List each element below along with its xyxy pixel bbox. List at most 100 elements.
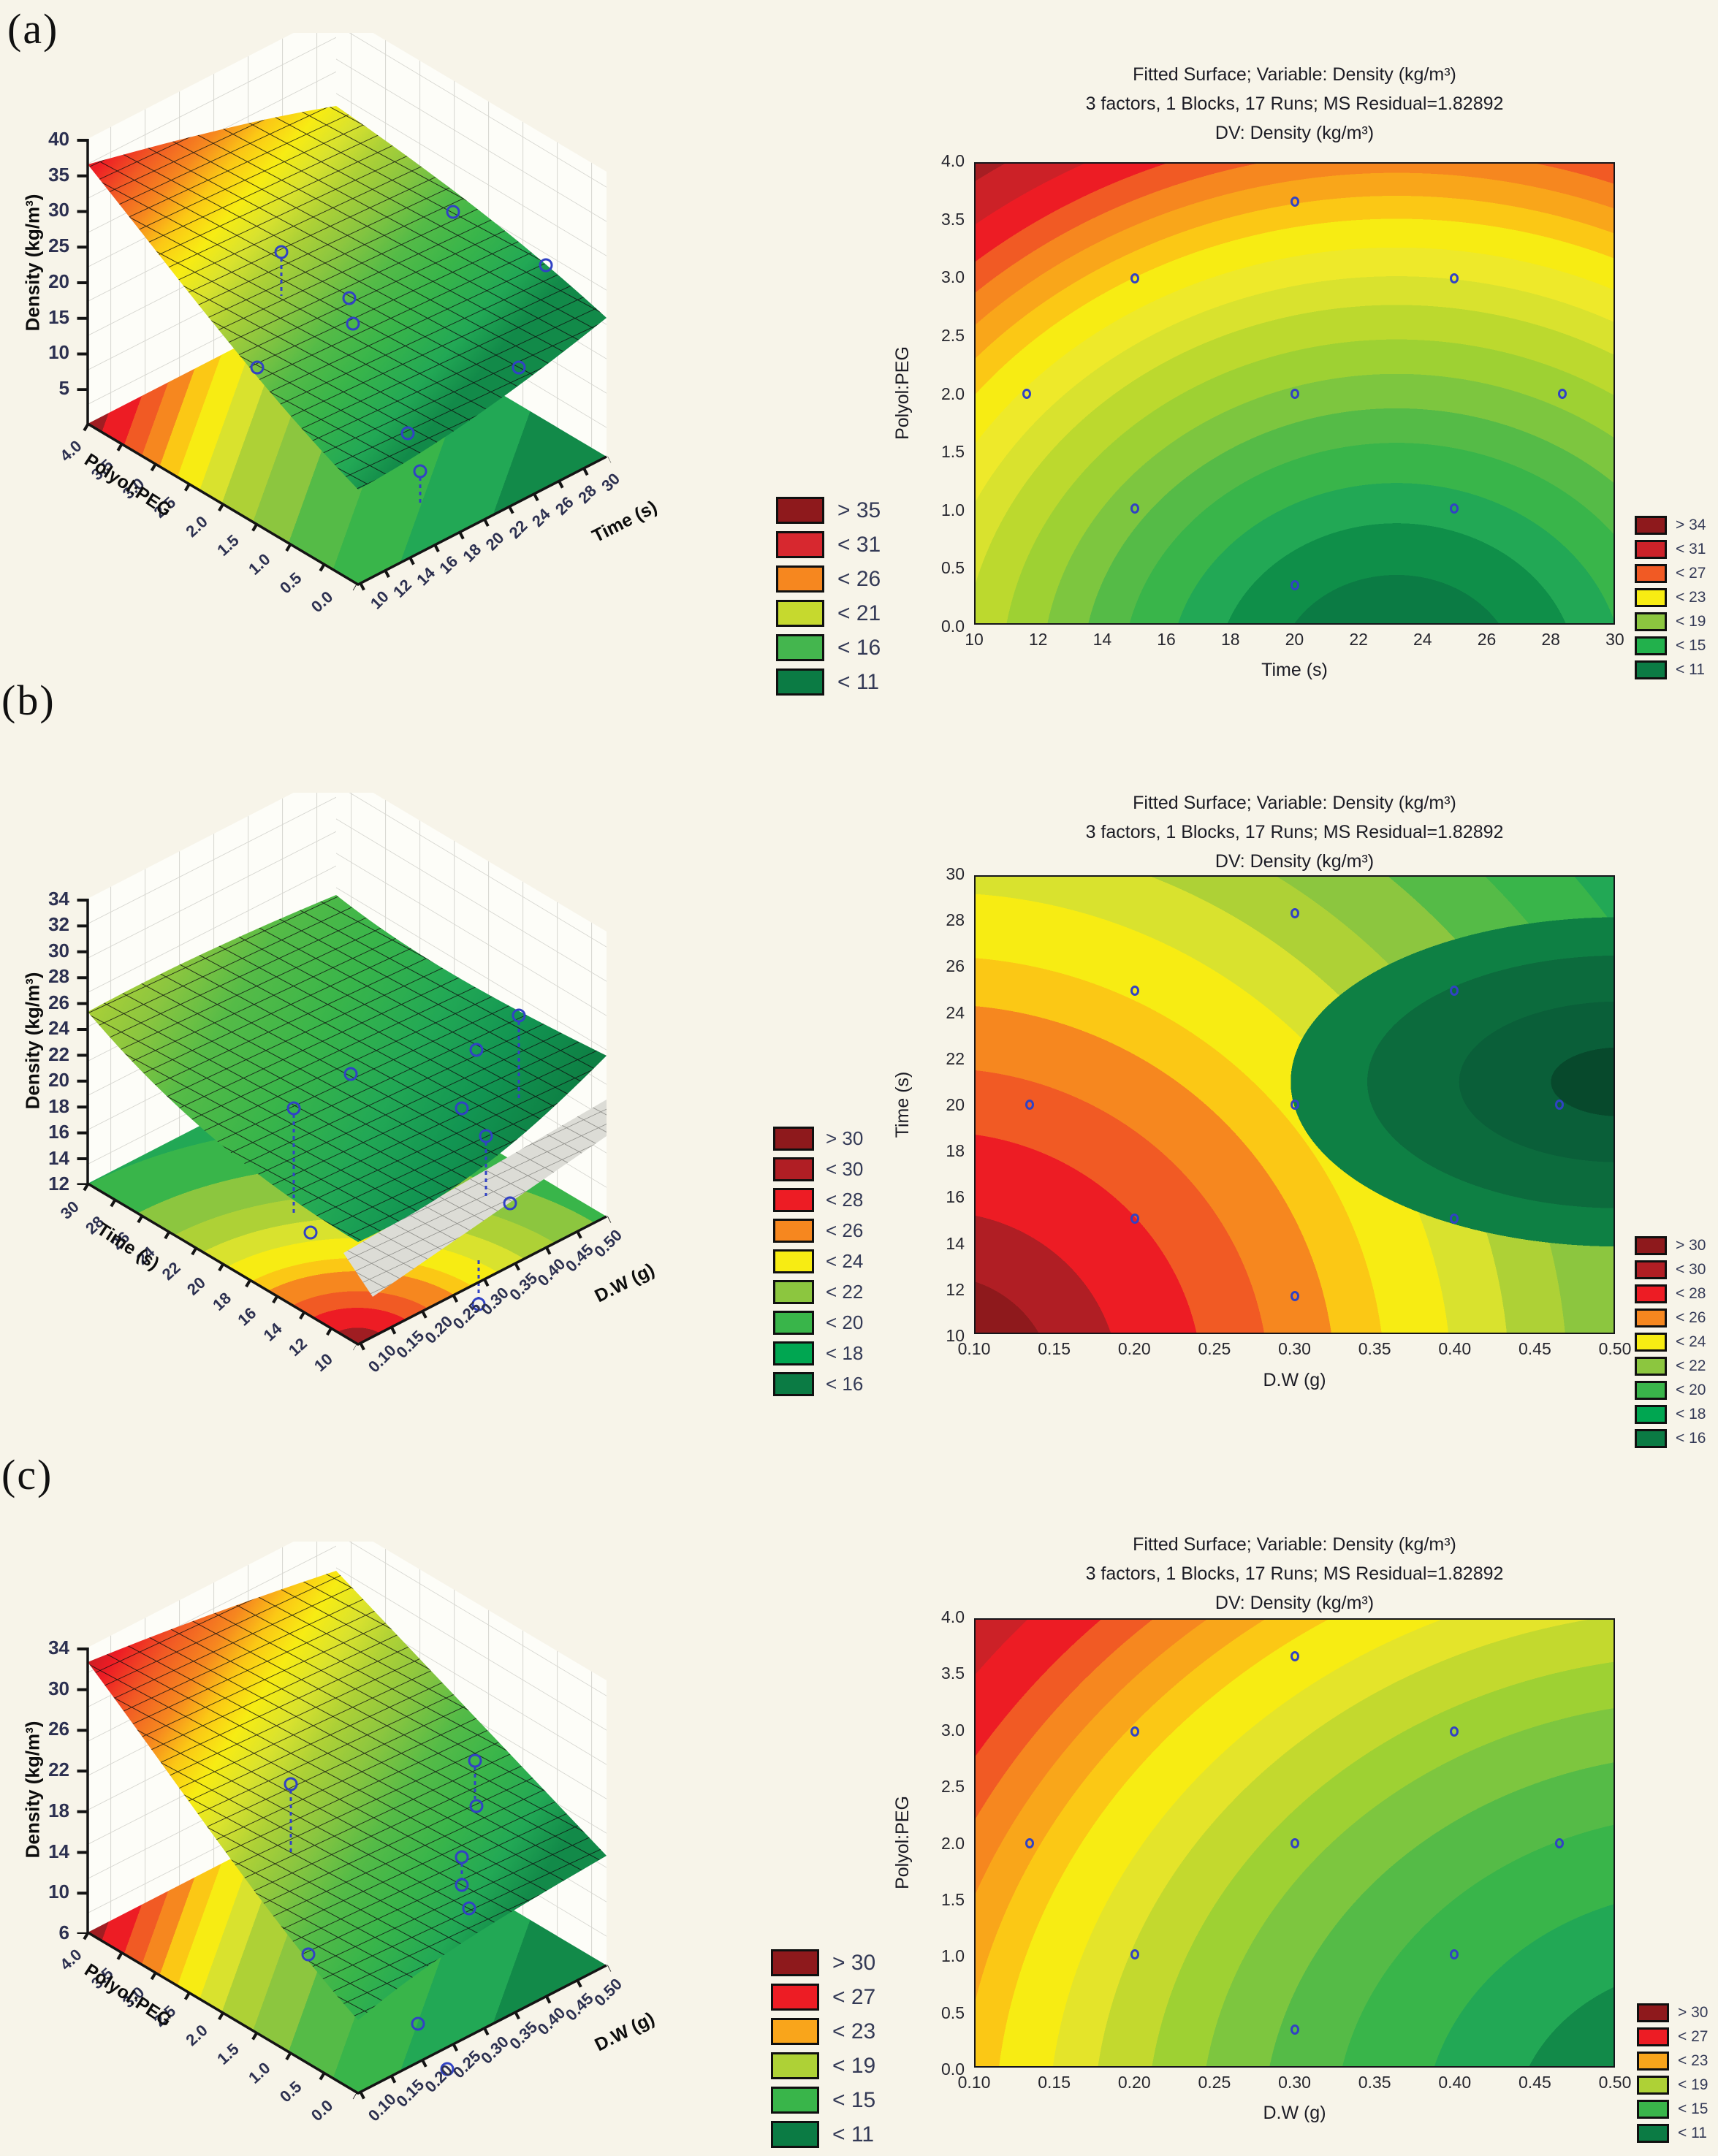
tick-label: 16 — [946, 1187, 965, 1207]
tick-label: 20 — [48, 270, 69, 292]
legend-swatch — [1635, 1405, 1667, 1424]
legend-label: < 16 — [826, 1373, 864, 1395]
legend-label: < 30 — [826, 1158, 864, 1180]
legend-entry: < 15 — [1637, 2100, 1708, 2119]
legend-swatch — [773, 1372, 814, 1396]
tick-label: 22 — [48, 1043, 69, 1065]
contour-a-x-ticks: 10 12 14 16 18 20 22 24 26 28 30 — [952, 630, 1637, 650]
legend-swatch — [773, 1311, 814, 1335]
tick-label: 0.15 — [1038, 1339, 1071, 1358]
tick-label: 34 — [48, 888, 69, 910]
legend-entry: < 28 — [773, 1188, 863, 1212]
tick-label: 3.5 — [941, 1664, 965, 1683]
tick-label: 0.15 — [1038, 2073, 1071, 2092]
legend-swatch — [1635, 1309, 1667, 1327]
legend-label: < 15 — [832, 2087, 876, 2112]
surface3d-b-canvas — [77, 771, 612, 1351]
tick-label: 25 — [48, 235, 69, 257]
tick-label: 26 — [1477, 630, 1497, 649]
contour-a-x-label: Time (s) — [1261, 660, 1328, 680]
legend-label: < 24 — [1676, 1333, 1706, 1350]
legend-swatch — [1637, 2027, 1669, 2046]
legend-swatch — [771, 2087, 819, 2114]
surface-b-z-ticks: 34 32 30 28 26 24 22 20 18 16 14 12 — [15, 888, 69, 1194]
contour-b-x-label: D.W (g) — [1263, 1370, 1326, 1390]
tick-label: 28 — [946, 910, 965, 930]
legend-entry: < 31 — [1635, 540, 1706, 559]
legend-swatch — [773, 1188, 814, 1212]
legend-label: < 11 — [837, 669, 879, 694]
tick-label: 20 — [1285, 630, 1304, 649]
tick-label: 40 — [48, 128, 69, 150]
tick-label: 18 — [48, 1094, 69, 1117]
legend-entry: < 16 — [773, 1372, 863, 1396]
legend-entry: < 28 — [1635, 1284, 1706, 1303]
legend-entry: < 19 — [771, 2052, 875, 2079]
legend-label: < 27 — [832, 1984, 876, 2009]
tick-label: 0.0 — [941, 2060, 965, 2079]
legend-entry: > 35 — [776, 497, 881, 524]
tick-label: 18 — [1220, 630, 1240, 649]
legend-label: < 11 — [832, 2122, 874, 2147]
tick-label: 14 — [946, 1233, 965, 1253]
legend-swatch — [1635, 1381, 1667, 1400]
tick-label: 24 — [946, 1002, 965, 1022]
contour-c-y-ticks: 4.0 3.5 3.0 2.5 2.0 1.5 1.0 0.5 0.0 — [913, 1607, 965, 2079]
surface-mesh-grid — [88, 106, 607, 490]
tick-label: 0.10 — [957, 1339, 991, 1358]
legend-swatch — [776, 634, 824, 661]
tick-label: 28 — [48, 965, 69, 988]
contour-b-legend: > 30 < 30 < 28 < 26 < 24 < 22 < 20 < 18 < 16 — [1635, 1236, 1706, 1453]
legend-label: < 28 — [1676, 1285, 1706, 1302]
data-point-marker — [1290, 907, 1299, 918]
legend-entry: < 30 — [1635, 1260, 1706, 1279]
tick-label: 35 — [48, 163, 69, 186]
panel-label-a: (a) — [7, 5, 59, 53]
contour-a-title-2: 3 factors, 1 Blocks, 17 Runs; MS Residua… — [1085, 94, 1504, 114]
contour-b-y-ticks: 30 28 26 24 22 20 18 16 14 12 10 — [913, 864, 965, 1346]
tick-label: 12 — [946, 1279, 965, 1299]
legend-label: < 20 — [1676, 1382, 1706, 1398]
legend-swatch — [1635, 1333, 1667, 1352]
contour-a-y-label: Polyol:PEG — [892, 346, 913, 440]
surface-c-legend: > 30 < 27 < 23 < 19 < 15 < 11 — [771, 1949, 875, 2155]
legend-swatch — [1635, 1236, 1667, 1255]
tick-label: 3.5 — [941, 209, 965, 229]
tick-label: 10 — [48, 341, 69, 364]
legend-entry: < 11 — [1635, 660, 1706, 679]
surface-a-z-label: Density (kg/m³) — [21, 194, 44, 332]
legend-swatch — [1635, 564, 1667, 583]
legend-entry: > 30 — [1635, 1236, 1706, 1255]
legend-entry: < 16 — [1635, 1429, 1706, 1448]
legend-swatch — [776, 497, 824, 524]
tick-label: 1.5 — [941, 1889, 965, 1909]
surface3d-b — [7, 771, 650, 1377]
legend-label: < 23 — [1676, 589, 1706, 606]
legend-entry: < 11 — [1637, 2124, 1708, 2143]
legend-swatch — [773, 1249, 814, 1273]
legend-entry: < 18 — [773, 1341, 863, 1365]
data-point-marker — [1449, 1949, 1459, 1960]
tick-label: 0.40 — [1438, 1339, 1472, 1358]
tick-label: 0.25 — [1198, 2073, 1231, 2092]
legend-entry: > 30 — [771, 1949, 875, 1976]
tick-label: 32 — [48, 913, 69, 936]
legend-swatch — [773, 1280, 814, 1304]
data-point-marker — [1290, 1651, 1299, 1662]
legend-swatch — [1637, 2124, 1669, 2143]
tick-label: 14 — [1092, 630, 1112, 649]
contour-a-title-1: Fitted Surface; Variable: Density (kg/m³… — [1133, 64, 1456, 85]
legend-entry: > 30 — [773, 1127, 863, 1151]
legend-label: < 31 — [837, 532, 881, 557]
legend-label: < 18 — [826, 1342, 864, 1364]
legend-entry: < 20 — [1635, 1381, 1706, 1400]
surface-b-z-label: Density (kg/m³) — [21, 972, 44, 1110]
tick-label: 0.0 — [941, 617, 965, 636]
tick-label: 30 — [48, 1677, 69, 1699]
surface3d-a — [7, 11, 650, 617]
tick-label: 18 — [48, 1799, 69, 1821]
legend-swatch — [1635, 636, 1667, 655]
legend-label: < 11 — [1676, 661, 1705, 678]
legend-label: < 24 — [826, 1250, 864, 1272]
legend-swatch — [771, 1984, 819, 2011]
